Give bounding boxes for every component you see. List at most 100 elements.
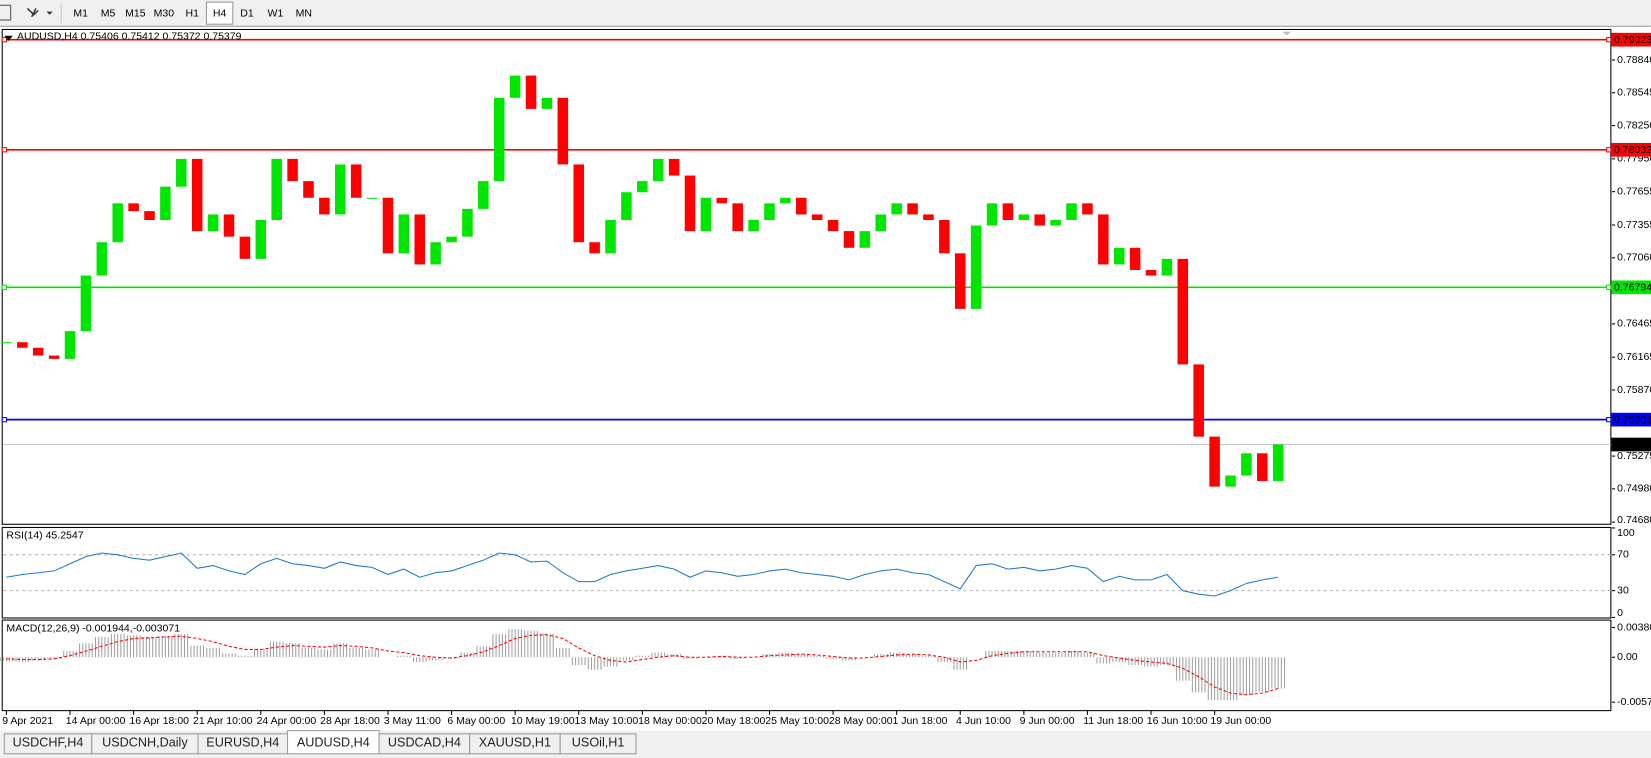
candle (1, 342, 12, 344)
candle (430, 242, 441, 265)
tab-label[interactable]: AUDUSD,H4 (297, 736, 370, 750)
candle (303, 181, 314, 198)
period-button[interactable] (205, 1, 234, 25)
x-tick-label: 4 Jun 10:00 (956, 715, 1011, 727)
period-label[interactable]: M5 (101, 7, 116, 19)
x-tick-label: 9 Jun 00:00 (1020, 715, 1075, 727)
candle (1129, 247, 1141, 270)
candle (144, 211, 155, 220)
x-tick-label: 19 Jun 00:00 (1210, 715, 1271, 727)
candle (287, 158, 298, 182)
candle (414, 214, 426, 265)
period-button[interactable] (179, 2, 206, 25)
y-tick-label: 0.00 (1617, 651, 1638, 663)
candle (509, 75, 521, 98)
x-tick-label: 10 May 19:00 (511, 715, 575, 727)
candle (191, 158, 203, 232)
candle (1098, 214, 1109, 265)
candle (668, 158, 680, 176)
x-tick-label: 16 Jun 10:00 (1147, 715, 1208, 727)
y-tick-label: 0.77355 (1617, 219, 1651, 231)
tab[interactable] (559, 733, 637, 755)
period-label[interactable]: D1 (240, 7, 254, 19)
period-label[interactable]: H4 (213, 7, 227, 19)
period-label[interactable]: M1 (73, 7, 88, 19)
candle (700, 197, 712, 232)
symbol-marker (4, 35, 13, 42)
candle (335, 164, 346, 215)
tab-label[interactable]: XAUUSD,H1 (479, 736, 551, 750)
period-button[interactable] (122, 2, 149, 25)
candle (796, 197, 807, 215)
period-button[interactable] (67, 2, 94, 25)
period-button[interactable] (290, 2, 318, 25)
tab-label[interactable]: USOil,H1 (572, 736, 625, 750)
candle (96, 242, 108, 276)
candle (239, 236, 251, 259)
candle (748, 219, 759, 232)
x-tick-label: 18 May 00:00 (638, 715, 702, 727)
candle (525, 75, 537, 109)
y-tick-label: 0.76165 (1617, 351, 1651, 363)
candle (350, 164, 362, 198)
candle (939, 219, 950, 254)
candle (1177, 258, 1189, 365)
level-anchor (1, 284, 7, 290)
x-tick-label: 3 May 11:00 (384, 715, 441, 727)
y-tick-label: 0.75275 (1617, 450, 1651, 462)
candle (1145, 269, 1157, 276)
candle (398, 214, 410, 254)
period-label[interactable]: W1 (268, 7, 284, 19)
tab-label[interactable]: EURUSD,H4 (206, 736, 279, 750)
tab-label[interactable]: USDCHF,H4 (13, 736, 84, 750)
candle (875, 214, 887, 232)
period-button[interactable] (262, 2, 289, 25)
period-label[interactable]: MN (296, 7, 312, 19)
x-tick-label: 6 May 00:00 (447, 715, 505, 727)
dropdown-arrow[interactable] (46, 11, 53, 15)
candle (255, 219, 267, 259)
text-tool-icon[interactable] (0, 4, 12, 21)
candle (1002, 203, 1014, 220)
y-tick-label: 100 (1617, 527, 1635, 539)
x-tick-label: 13 May 10:00 (575, 715, 639, 727)
x-tick-label: 11 Jun 18:00 (1083, 715, 1143, 727)
candle (1050, 219, 1061, 226)
tab-label[interactable]: USDCAD,H4 (388, 736, 461, 750)
level-anchor (1606, 37, 1612, 43)
y-tick-label: 0 (1617, 607, 1623, 619)
y-tick-label: -0.00575 (1617, 696, 1651, 708)
period-label[interactable]: H1 (186, 7, 200, 19)
period-label[interactable]: M15 (125, 7, 146, 19)
period-button[interactable] (233, 2, 261, 25)
candle (732, 203, 743, 232)
y-tick-label: 0.76465 (1617, 318, 1651, 330)
objects-tool-icon[interactable] (26, 7, 39, 18)
period-button[interactable] (150, 2, 177, 25)
period-button[interactable] (94, 2, 122, 25)
candle (859, 231, 871, 248)
plot-layer: 0.788400.785450.782500.779500.776550.773… (0, 32, 1651, 727)
x-tick-label: 14 Apr 00:00 (66, 715, 126, 727)
x-tick-label: 16 Apr 18:00 (129, 715, 189, 727)
period-label[interactable]: M30 (154, 7, 175, 19)
candle (541, 97, 553, 109)
x-tick-label: 24 Apr 00:00 (257, 715, 317, 727)
candle (843, 231, 855, 248)
x-tick-label: 1 Jun 18:00 (892, 715, 947, 727)
candle (478, 181, 489, 209)
chart-title: AUDUSD,H4 0.75406 0.75412 0.75372 0.7537… (17, 31, 242, 43)
level-label: 0.76794 (1614, 282, 1651, 294)
candle (382, 197, 394, 254)
candle (128, 203, 139, 212)
tab-label[interactable]: USDCNH,Daily (102, 736, 188, 750)
candle (493, 97, 505, 182)
candle (112, 203, 123, 243)
candle (637, 181, 648, 193)
candle (17, 342, 28, 348)
